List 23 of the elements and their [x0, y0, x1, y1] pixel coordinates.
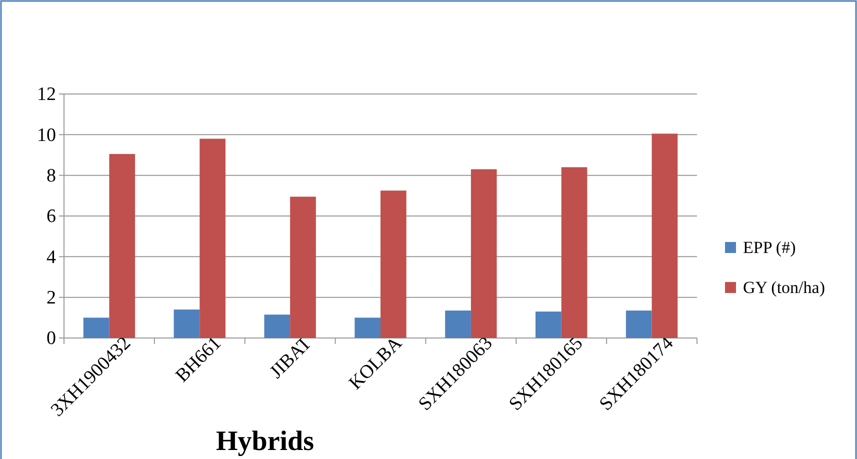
bar	[445, 310, 471, 338]
legend-label: GY (ton/ha)	[743, 278, 825, 297]
bar	[290, 196, 316, 338]
bar	[380, 190, 406, 338]
bar	[109, 154, 136, 338]
bar	[354, 318, 380, 338]
legend-label: EPP (#)	[743, 238, 796, 257]
x-axis-title: Hybrids	[216, 426, 314, 457]
y-tick-label: 8	[46, 165, 56, 186]
y-tick-label: 2	[46, 287, 56, 308]
y-tick-label: 6	[46, 206, 56, 228]
bar	[470, 169, 497, 338]
bar	[536, 312, 562, 338]
bar	[264, 314, 290, 338]
y-tick-label: 4	[46, 246, 56, 268]
bar	[652, 134, 678, 338]
bar	[626, 310, 652, 338]
bar	[83, 318, 110, 338]
y-tick-label: 10	[37, 124, 56, 146]
y-tick-label: 12	[37, 84, 56, 106]
bar	[174, 310, 200, 338]
bar	[200, 138, 226, 338]
bar	[561, 167, 588, 338]
